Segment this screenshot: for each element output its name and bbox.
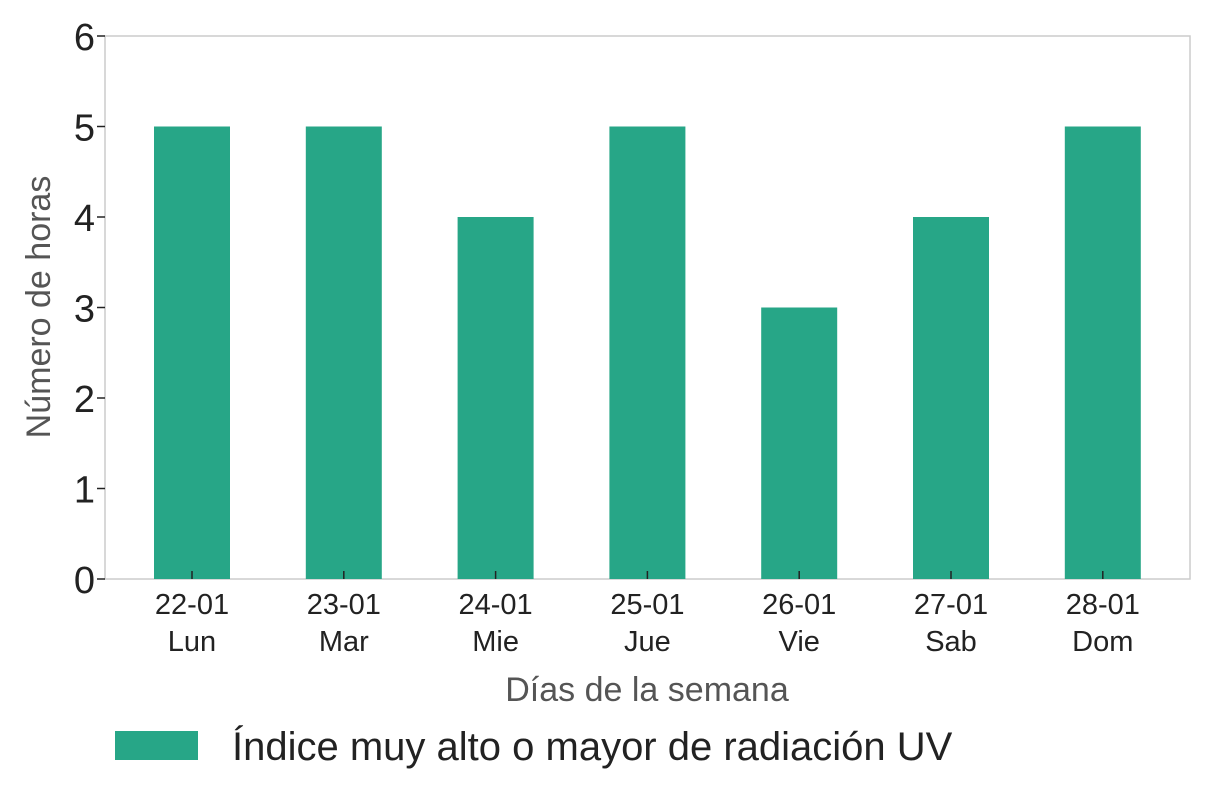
x-tick-day-label: Mie <box>472 626 519 658</box>
x-tick-date-label: 26-01 <box>762 589 836 621</box>
y-tick-label: 2 <box>74 379 95 421</box>
x-tick-date-label: 28-01 <box>1066 589 1140 621</box>
legend-label: Índice muy alto o mayor de radiación UV <box>232 724 953 769</box>
x-tick-day-label: Lun <box>168 626 216 658</box>
y-tick-label: 5 <box>74 108 95 150</box>
bars-group <box>154 126 1141 579</box>
x-tick-date-label: 27-01 <box>914 589 988 621</box>
bar-mie <box>457 217 534 579</box>
y-axis-title: Número de horas <box>20 176 58 439</box>
x-tick-date-label: 22-01 <box>155 589 229 621</box>
y-tick-label: 6 <box>74 17 95 59</box>
legend-swatch <box>115 731 198 760</box>
bar-vie <box>761 307 838 579</box>
x-tick-day-label: Sab <box>925 626 977 658</box>
x-tick-date-label: 25-01 <box>610 589 684 621</box>
x-tick-day-label: Mar <box>319 626 369 658</box>
y-tick-label: 3 <box>74 289 95 331</box>
bar-mar <box>305 126 382 579</box>
bar-jue <box>609 126 686 579</box>
x-axis-title: Días de la semana <box>505 671 789 709</box>
legend: Índice muy alto o mayor de radiación UV <box>115 724 953 769</box>
bar-lun <box>154 126 230 579</box>
y-tick-label: 0 <box>74 560 95 602</box>
y-tick-label: 1 <box>74 470 95 512</box>
x-tick-day-label: Jue <box>624 626 671 658</box>
bar-sab <box>913 217 989 579</box>
x-tick-date-label: 24-01 <box>459 589 533 621</box>
x-tick-day-label: Dom <box>1072 626 1133 658</box>
x-tick-day-label: Vie <box>779 626 820 658</box>
y-axis-ticks: 0 1 2 3 4 5 6 <box>74 17 105 602</box>
y-tick-label: 4 <box>74 198 95 240</box>
x-tick-date-label: 23-01 <box>307 589 381 621</box>
bar-dom <box>1064 126 1141 579</box>
x-axis-ticks: 22-01 Lun 23-01 Mar 24-01 Mie 25-01 Jue 26-01 Vie… <box>155 571 1140 658</box>
